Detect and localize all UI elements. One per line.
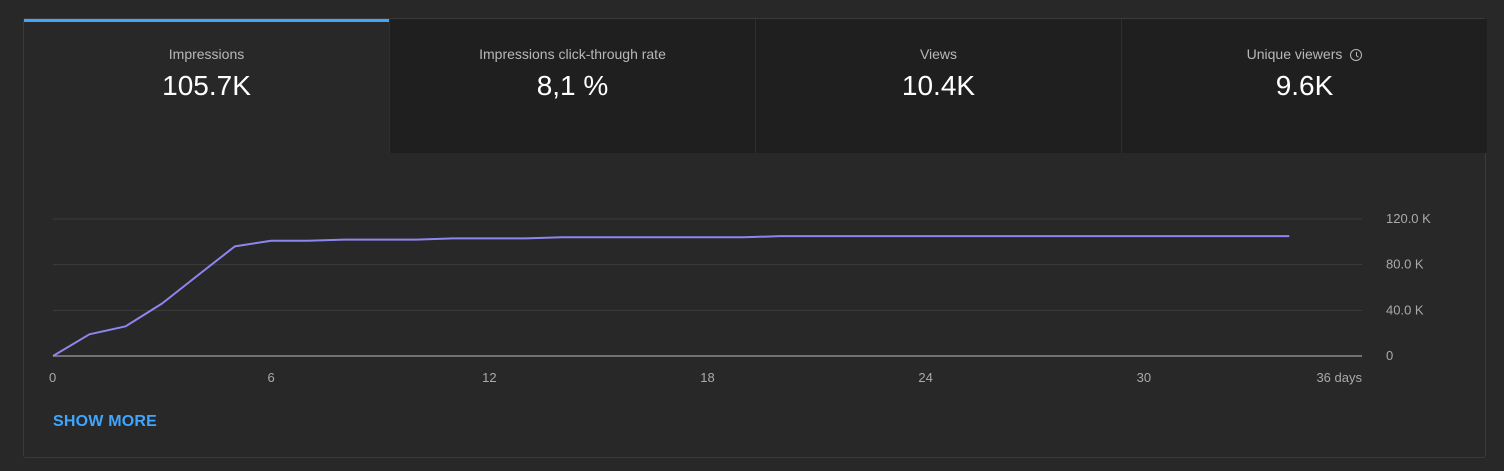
impressions-series-line bbox=[52, 235, 1290, 357]
x-tick-label: 24 bbox=[918, 370, 932, 385]
tab-ctr-value: 8,1 % bbox=[536, 70, 609, 101]
x-tick-label: 0 bbox=[49, 370, 56, 385]
tab-views-value: 10.4K bbox=[901, 70, 976, 101]
metric-tabs: Impressions 105.7K Impressions click-thr… bbox=[24, 19, 1487, 153]
x-tick-label: 18 bbox=[700, 370, 714, 385]
x-tick-label: 6 bbox=[268, 370, 275, 385]
tab-unique-viewers[interactable]: Unique viewers 9.6K bbox=[1121, 19, 1487, 153]
tab-views[interactable]: Views 10.4K bbox=[755, 19, 1121, 153]
tab-unique-viewers-label: Unique viewers bbox=[1246, 46, 1343, 62]
x-tick-label: 36 days bbox=[1316, 370, 1362, 385]
x-tick-label: 12 bbox=[482, 370, 496, 385]
tab-impressions-label: Impressions bbox=[168, 46, 245, 62]
tab-views-label: Views bbox=[919, 46, 958, 62]
x-tick-label: 30 bbox=[1137, 370, 1151, 385]
analytics-card: Impressions 105.7K Impressions click-thr… bbox=[23, 18, 1487, 458]
y-tick-label: 80.0 K bbox=[1386, 257, 1424, 272]
tab-ctr[interactable]: Impressions click-through rate 8,1 % bbox=[389, 19, 755, 153]
show-more-button[interactable]: SHOW MORE bbox=[53, 413, 158, 430]
y-tick-label: 0 bbox=[1386, 348, 1393, 363]
tab-ctr-label: Impressions click-through rate bbox=[479, 46, 666, 62]
tab-impressions-value: 105.7K bbox=[162, 70, 251, 101]
tab-impressions[interactable]: Impressions 105.7K bbox=[24, 19, 389, 153]
y-tick-label: 40.0 K bbox=[1386, 302, 1424, 317]
tab-unique-viewers-label-wrap: Unique viewers bbox=[1122, 46, 1487, 62]
clock-icon[interactable] bbox=[1350, 49, 1363, 61]
y-tick-label: 120.0 K bbox=[1386, 211, 1431, 226]
tab-unique-viewers-value: 9.6K bbox=[1275, 70, 1334, 101]
